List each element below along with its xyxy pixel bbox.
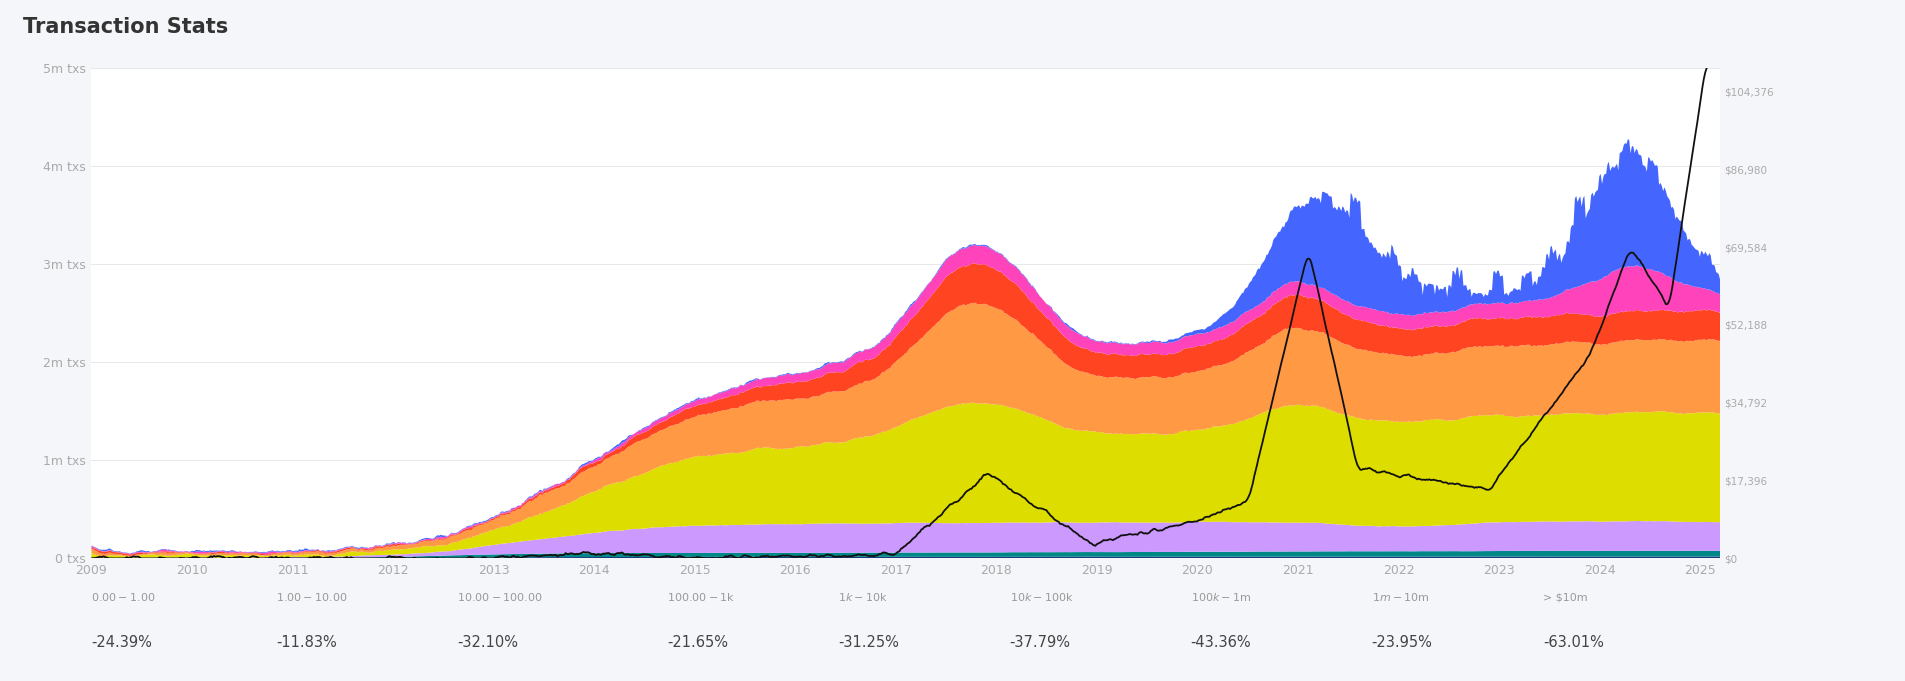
Text: -63.01%: -63.01% (1543, 635, 1604, 650)
Text: -23.95%: -23.95% (1372, 635, 1433, 650)
Text: > $10m: > $10m (1543, 592, 1587, 603)
Text: $10k - $100k: $10k - $100k (1010, 590, 1074, 603)
Text: -31.25%: -31.25% (838, 635, 899, 650)
Text: $1k - $10k: $1k - $10k (838, 590, 888, 603)
Text: $1m - $10m: $1m - $10m (1372, 590, 1429, 603)
Text: -37.79%: -37.79% (1010, 635, 1071, 650)
Text: $100k - $1m: $100k - $1m (1191, 590, 1252, 603)
Text: -43.36%: -43.36% (1191, 635, 1252, 650)
Text: $1.00 - $10.00: $1.00 - $10.00 (276, 590, 349, 603)
Text: -11.83%: -11.83% (276, 635, 337, 650)
Text: $0.00 - $1.00: $0.00 - $1.00 (91, 590, 156, 603)
Text: $100.00 - $1k: $100.00 - $1k (667, 590, 735, 603)
Text: -24.39%: -24.39% (91, 635, 152, 650)
Text: -32.10%: -32.10% (457, 635, 518, 650)
Text: Transaction Stats: Transaction Stats (23, 17, 229, 37)
Text: $10.00 - $100.00: $10.00 - $100.00 (457, 590, 543, 603)
Text: -21.65%: -21.65% (667, 635, 728, 650)
